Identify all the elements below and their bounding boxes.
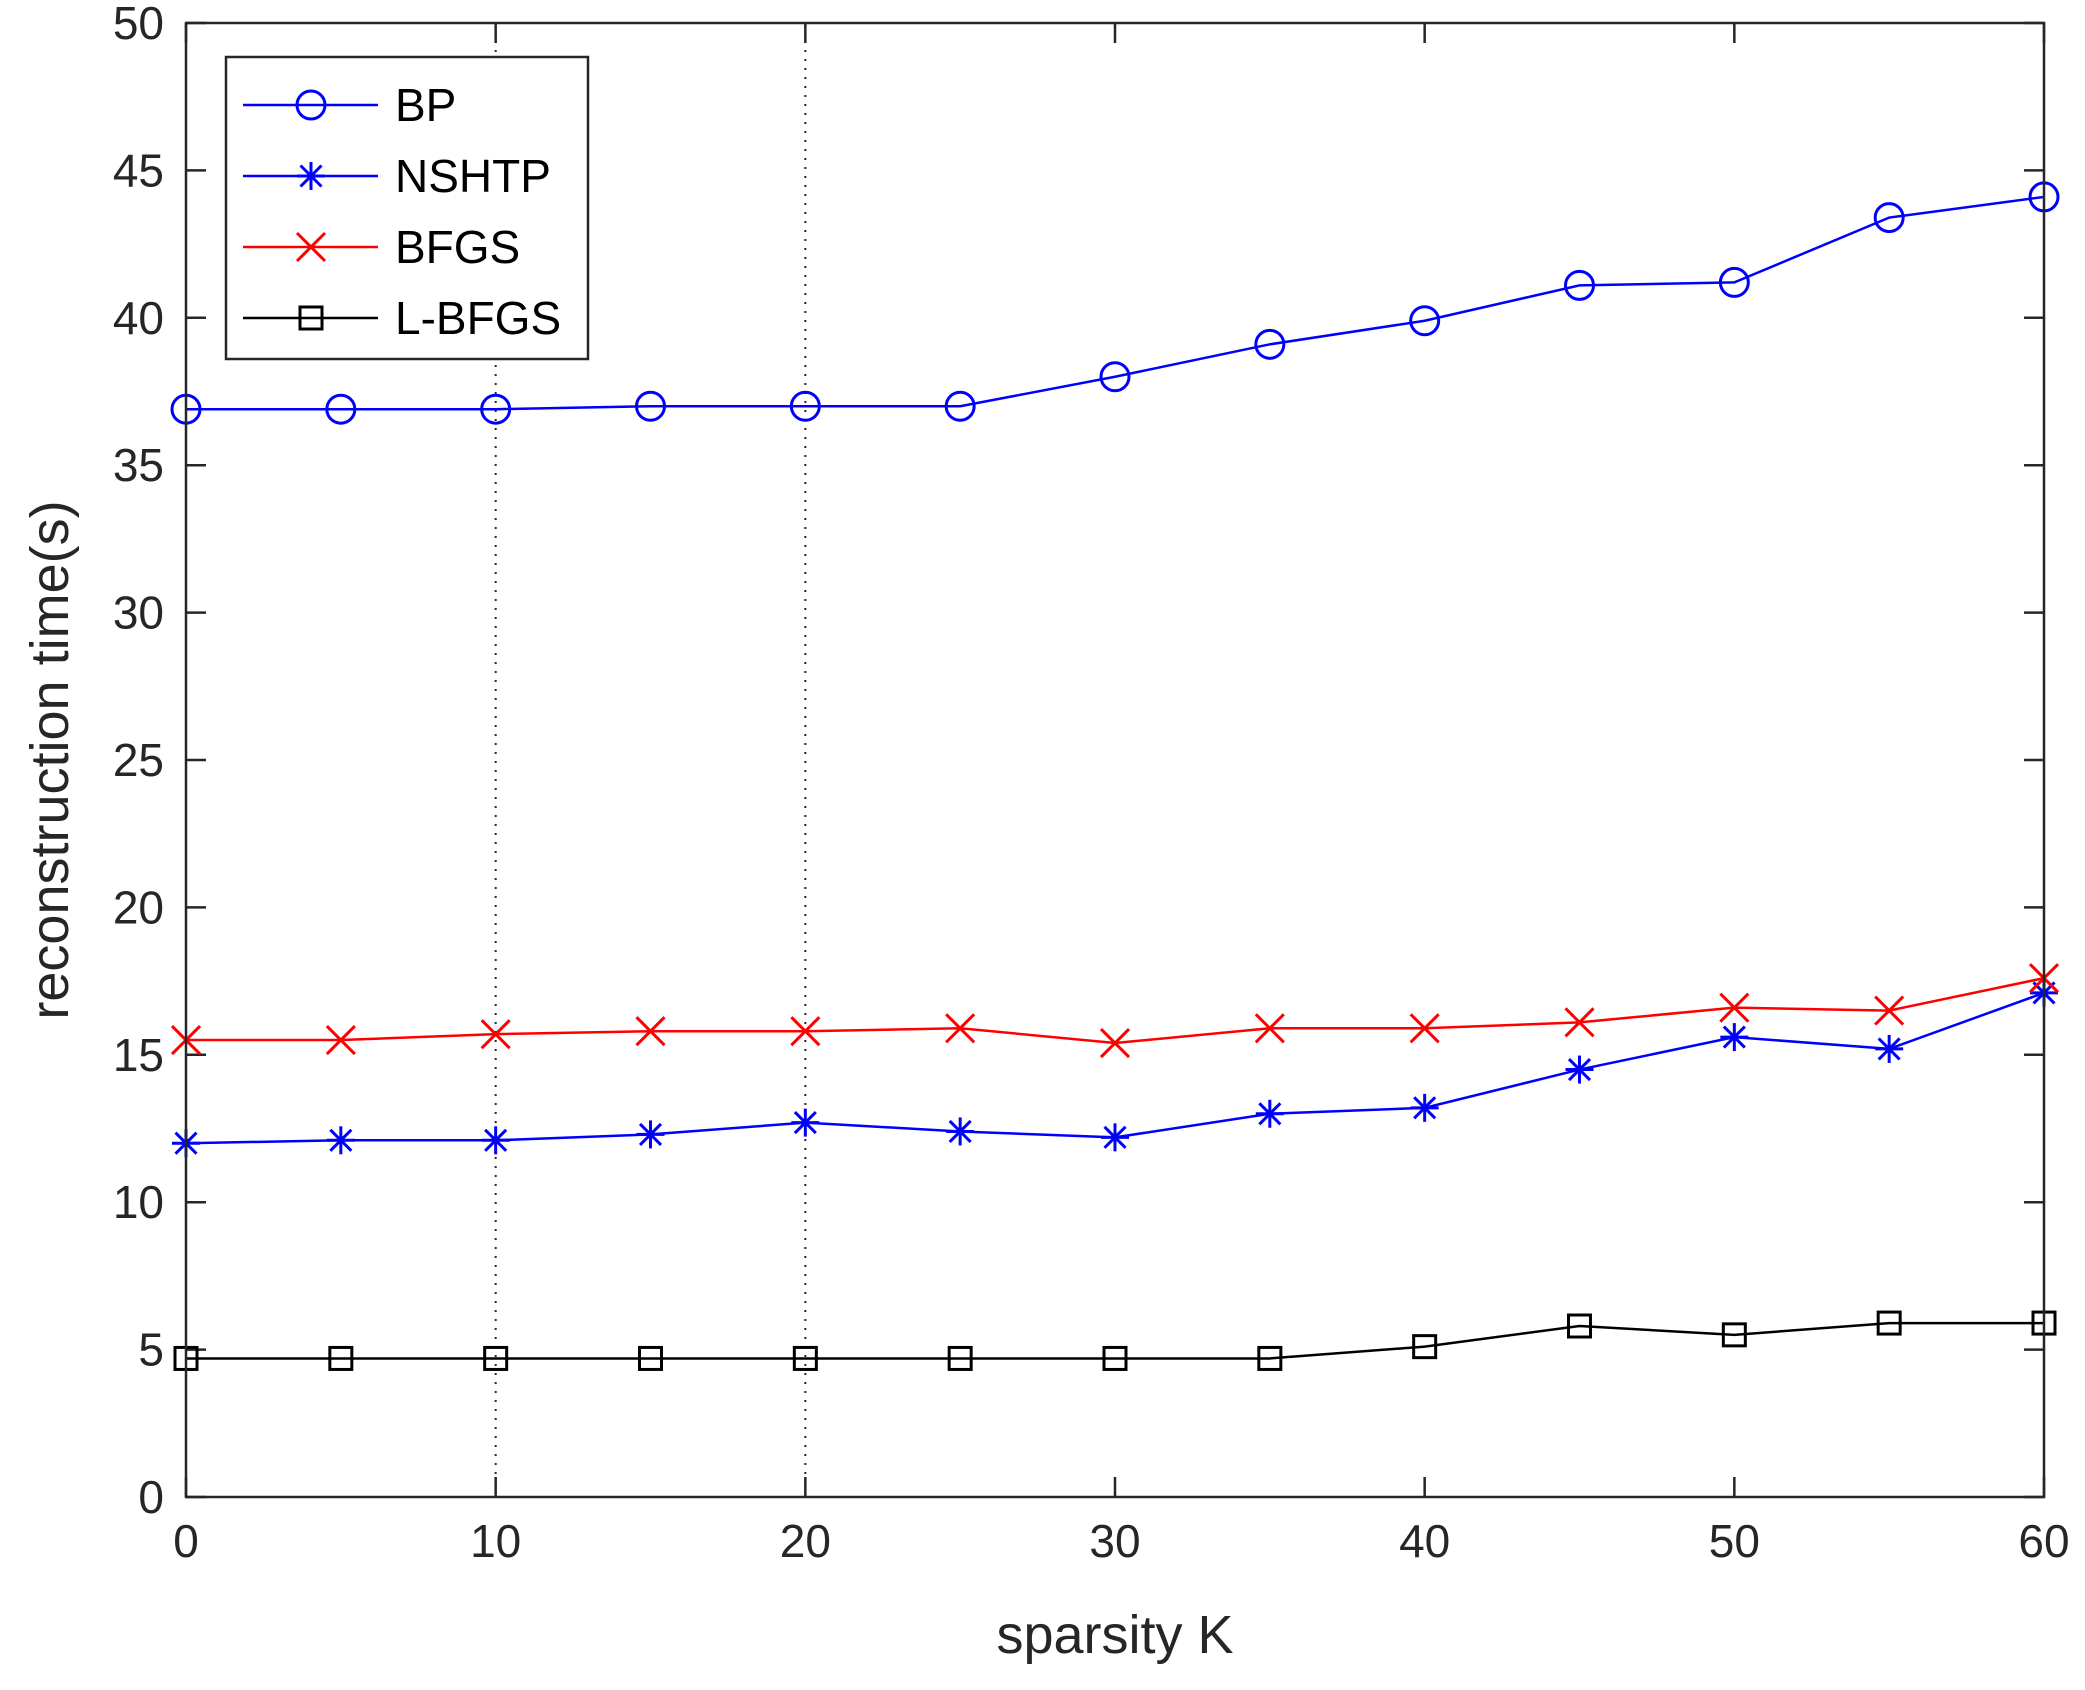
data-point-bp [789, 390, 821, 422]
data-point-l-bfgs [1876, 1310, 1902, 1336]
legend-marker-bp [295, 89, 327, 121]
legend-box [224, 55, 590, 361]
y-tick-label: 5 [138, 1324, 164, 1376]
data-point-bp [1254, 328, 1286, 360]
legend-marker-bfgs [295, 231, 327, 263]
data-point-bfgs [1409, 1013, 1440, 1044]
data-point-nshtp [946, 1117, 975, 1146]
data-point-bp [1873, 202, 1905, 234]
y-axis-label: reconstruction time(s) [20, 500, 80, 1019]
x-tick-label: 60 [2018, 1515, 2069, 1567]
y-tick-label: 35 [113, 439, 164, 491]
data-point-l-bfgs [1102, 1345, 1128, 1371]
data-point-nshtp [1255, 1099, 1284, 1128]
legend-marker-nshtp [297, 162, 325, 190]
data-point-l-bfgs [1721, 1322, 1747, 1348]
data-point-l-bfgs [1567, 1313, 1592, 1339]
data-point-nshtp [1101, 1123, 1129, 1152]
data-point-bfgs [325, 1024, 356, 1056]
y-tick-label: 0 [138, 1471, 164, 1523]
data-point-bp [1718, 266, 1750, 298]
data-point-bp [325, 393, 357, 425]
data-point-l-bfgs [1257, 1345, 1283, 1371]
y-tick-label: 40 [113, 292, 164, 344]
axes-box [184, 21, 2046, 1499]
data-point-l-bfgs [638, 1345, 663, 1371]
series-group [170, 181, 2060, 1371]
data-point-l-bfgs [483, 1345, 509, 1371]
data-point-bfgs [790, 1016, 821, 1047]
legend-entry-l-bfgs: L-BFGS [243, 292, 561, 344]
x-tick-label: 50 [1709, 1515, 1760, 1567]
y-tick-label: 45 [113, 144, 164, 196]
data-point-bfgs [1564, 1007, 1595, 1038]
data-point-bfgs [1254, 1013, 1285, 1044]
data-point-bp [1564, 269, 1595, 301]
legend-marker-l-bfgs [298, 305, 324, 331]
x-axis-label: sparsity K [996, 1605, 1233, 1665]
x-tick-label: 0 [173, 1515, 199, 1567]
series-bfgs [170, 963, 2060, 1059]
legend-entry-nshtp: NSHTP [243, 150, 551, 202]
data-point-l-bfgs [1412, 1334, 1438, 1360]
y-tick-label: 20 [113, 881, 164, 933]
series-line-bp [186, 195, 2045, 411]
data-point-bp [1409, 305, 1441, 337]
data-point-nshtp [326, 1126, 355, 1155]
data-point-bfgs [1719, 992, 1750, 1023]
y-tick-label: 25 [113, 734, 164, 786]
series-l-bfgs [173, 1310, 2057, 1371]
data-point-bfgs [945, 1013, 976, 1044]
x-tick-labels: 0 10 20 30 40 50 60 [173, 1515, 2069, 1567]
data-point-bp [635, 390, 666, 422]
legend-entry-bp: BP [243, 79, 456, 131]
y-tick-label: 30 [113, 587, 164, 639]
data-point-bp [944, 390, 976, 422]
y-tick-labels: 0 5 10 15 20 25 30 35 40 45 50 [113, 0, 164, 1523]
data-point-bp [480, 393, 512, 425]
legend-label: BP [395, 79, 456, 131]
x-tick-label: 30 [1089, 1515, 1140, 1567]
y-tick-label: 50 [113, 0, 164, 49]
data-point-bfgs [480, 1019, 511, 1050]
legend-entry-bfgs: BFGS [243, 221, 520, 273]
data-point-nshtp [1565, 1055, 1594, 1084]
legend-label: NSHTP [395, 150, 551, 202]
data-point-nshtp [481, 1126, 510, 1155]
data-point-nshtp [791, 1108, 820, 1137]
y-tick-label: 10 [113, 1176, 164, 1228]
data-point-bfgs [635, 1016, 666, 1047]
data-point-bfgs [1874, 995, 1905, 1026]
data-point-l-bfgs [947, 1345, 973, 1371]
x-tick-label: 20 [780, 1515, 831, 1567]
legend-label: L-BFGS [395, 292, 561, 344]
data-point-nshtp [1875, 1034, 1904, 1063]
data-point-nshtp [1720, 1023, 1749, 1052]
data-point-nshtp [636, 1120, 665, 1149]
data-point-l-bfgs [792, 1345, 818, 1371]
data-point-nshtp [1410, 1093, 1439, 1122]
data-point-l-bfgs [328, 1345, 354, 1371]
series-line-l-bfgs [186, 1321, 2044, 1360]
data-point-bp [1099, 361, 1131, 393]
y-tick-label: 15 [113, 1029, 164, 1081]
x-tick-label: 40 [1399, 1515, 1450, 1567]
data-point-bfgs [1099, 1027, 1131, 1059]
legend-label: BFGS [395, 221, 520, 273]
x-tick-label: 10 [470, 1515, 521, 1567]
legend: BP NSHTP BFGS L-BFGS [224, 55, 590, 361]
